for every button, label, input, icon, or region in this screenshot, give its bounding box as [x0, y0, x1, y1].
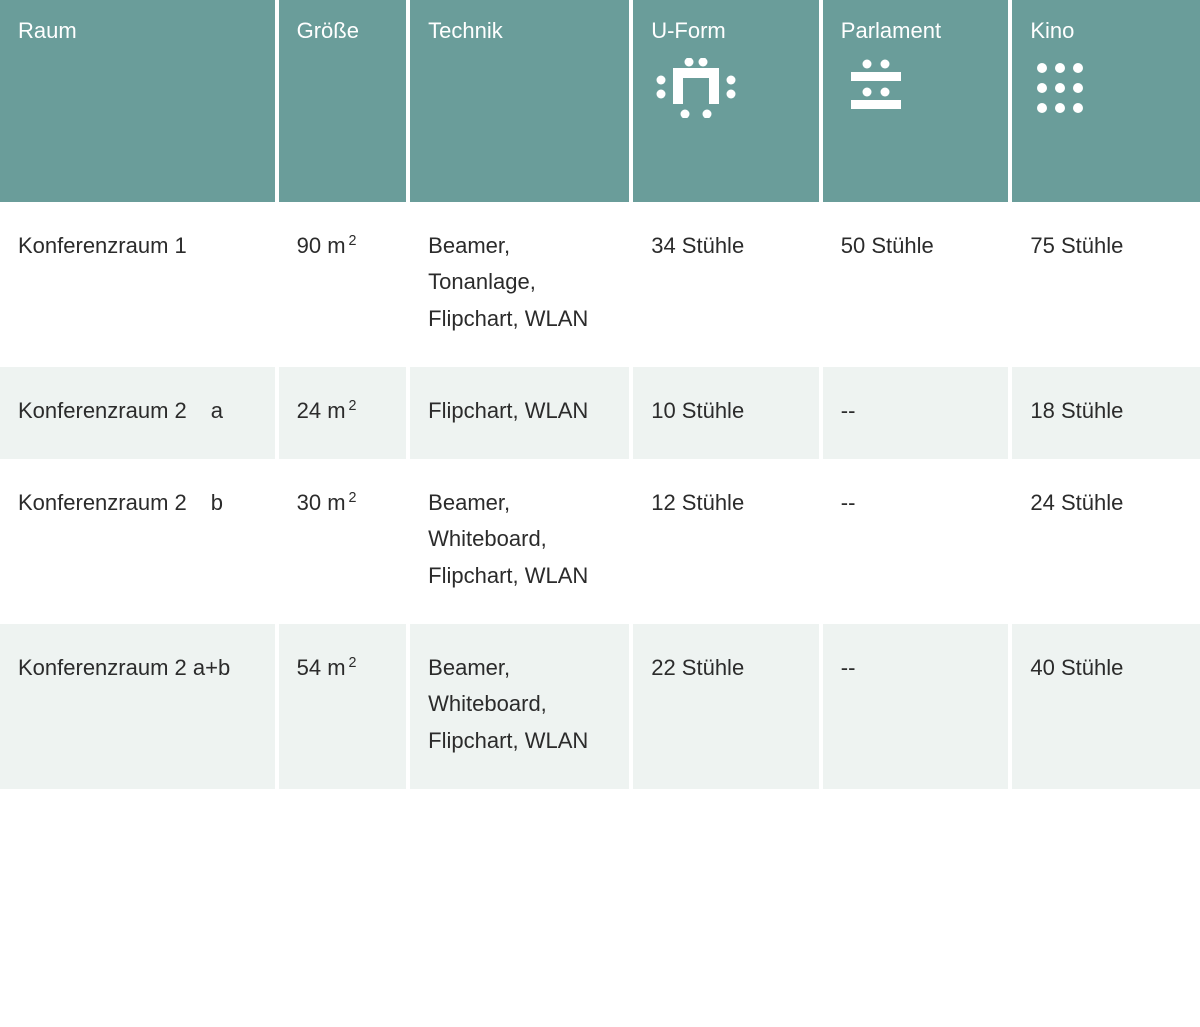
size-unit: m2: [327, 398, 356, 423]
cell-uform: 22 Stühle: [631, 624, 821, 789]
room-name: Konferenzraum 2: [18, 393, 187, 429]
size-value: 24: [297, 398, 321, 423]
u-form-icon: [651, 58, 741, 118]
cell-kino: 75 Stühle: [1010, 202, 1200, 367]
kino-icon: [1030, 58, 1090, 118]
cell-uform: 10 Stühle: [631, 367, 821, 459]
rooms-table-body: Konferenzraum 190 m2Beamer, Tonanlage, F…: [0, 202, 1200, 789]
col-header-tech: Technik: [408, 0, 631, 202]
col-header-label: Kino: [1030, 18, 1182, 44]
cell-room: Konferenzraum 1: [0, 202, 277, 367]
col-header-room: Raum: [0, 0, 277, 202]
room-name: Konferenzraum 2 a+b: [18, 650, 230, 686]
cell-parl: --: [821, 367, 1011, 459]
cell-size: 30 m2: [277, 459, 409, 624]
table-row: Konferenzraum 190 m2Beamer, Tonanlage, F…: [0, 202, 1200, 367]
table-row: Konferenzraum 2 a+b54 m2Beamer, Whiteboa…: [0, 624, 1200, 789]
cell-uform: 34 Stühle: [631, 202, 821, 367]
size-value: 30: [297, 490, 321, 515]
cell-tech: Flipchart, WLAN: [408, 367, 631, 459]
size-value: 54: [297, 655, 321, 680]
table-header-row: Raum Größe Technik U-Form: [0, 0, 1200, 202]
cell-kino: 24 Stühle: [1010, 459, 1200, 624]
col-header-size: Größe: [277, 0, 409, 202]
room-sub: b: [211, 485, 223, 521]
cell-room: Konferenzraum 2 b: [0, 459, 277, 624]
col-header-label: Parlament: [841, 18, 991, 44]
table-row: Konferenzraum 2a24 m2Flipchart, WLAN10 S…: [0, 367, 1200, 459]
cell-kino: 40 Stühle: [1010, 624, 1200, 789]
size-value: 90: [297, 233, 321, 258]
cell-parl: 50 Stühle: [821, 202, 1011, 367]
col-header-kino: Kino: [1010, 0, 1200, 202]
cell-parl: --: [821, 459, 1011, 624]
cell-size: 54 m2: [277, 624, 409, 789]
col-header-label: U-Form: [651, 18, 801, 44]
cell-tech: Beamer, Whiteboard, Flipchart, WLAN: [408, 459, 631, 624]
room-name: Konferenzraum 1: [18, 228, 187, 264]
col-header-label: Größe: [297, 18, 389, 44]
rooms-table: Raum Größe Technik U-Form: [0, 0, 1200, 789]
col-header-uform: U-Form: [631, 0, 821, 202]
table-row: Konferenzraum 2b30 m2Beamer, Whiteboard,…: [0, 459, 1200, 624]
col-header-parlament: Parlament: [821, 0, 1011, 202]
cell-size: 90 m2: [277, 202, 409, 367]
cell-tech: Beamer, Whiteboard, Flipchart, WLAN: [408, 624, 631, 789]
col-header-label: Technik: [428, 18, 611, 44]
parlament-icon: [841, 58, 911, 118]
cell-uform: 12 Stühle: [631, 459, 821, 624]
room-name: Konferenzraum 2: [18, 485, 187, 521]
cell-parl: --: [821, 624, 1011, 789]
cell-room: Konferenzraum 2 a+b: [0, 624, 277, 789]
size-unit: m2: [327, 233, 356, 258]
size-unit: m2: [327, 490, 356, 515]
cell-size: 24 m2: [277, 367, 409, 459]
cell-kino: 18 Stühle: [1010, 367, 1200, 459]
room-sub: a: [211, 393, 223, 429]
cell-tech: Beamer, Tonanlage, Flipchart, WLAN: [408, 202, 631, 367]
size-unit: m2: [327, 655, 356, 680]
cell-room: Konferenzraum 2 a: [0, 367, 277, 459]
col-header-label: Raum: [18, 18, 257, 44]
